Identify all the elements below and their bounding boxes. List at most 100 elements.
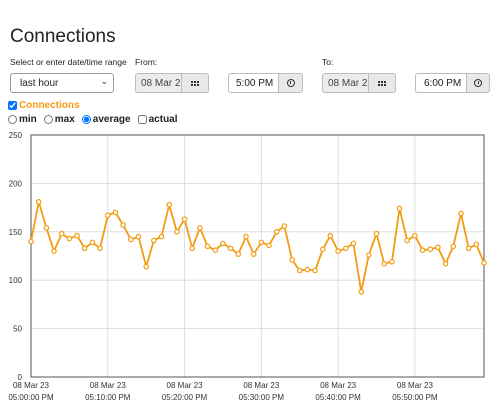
data-point: [128, 236, 134, 243]
data-point: [143, 263, 150, 270]
data-point: [296, 267, 303, 274]
data-point: [289, 257, 295, 263]
x-tick-date: 08 Mar 23: [167, 381, 204, 390]
to-time-input[interactable]: 6:00 PM: [415, 73, 467, 93]
data-point: [204, 243, 211, 250]
to-clock-button[interactable]: [467, 73, 490, 93]
average-radio[interactable]: [81, 115, 91, 124]
option-max[interactable]: max: [43, 114, 75, 125]
data-point: [373, 230, 380, 237]
data-point: [97, 245, 103, 252]
x-tick-date: 08 Mar 23: [320, 381, 357, 390]
calendar-icon: [378, 80, 386, 86]
data-point: [389, 258, 395, 265]
data-point: [350, 240, 357, 247]
data-point: [365, 252, 372, 258]
actual-label: actual: [148, 114, 178, 125]
data-point: [158, 233, 165, 240]
plot-frame: [30, 134, 485, 378]
x-tick-date: 08 Mar 23: [397, 381, 434, 390]
data-point: [442, 260, 449, 267]
aggregation-options: min max average actual: [8, 114, 185, 125]
data-point: [212, 247, 219, 254]
from-calendar-button[interactable]: [182, 73, 209, 93]
data-point: [151, 237, 157, 244]
y-tick-label: 150: [9, 228, 23, 237]
data-point: [335, 248, 341, 255]
connections-checkbox[interactable]: [8, 101, 17, 110]
to-label: To:: [322, 57, 334, 67]
min-radio[interactable]: [8, 115, 17, 124]
data-point: [220, 240, 226, 247]
data-point: [105, 212, 111, 219]
y-tick-label: 100: [9, 276, 23, 285]
option-actual[interactable]: actual: [137, 114, 178, 125]
range-select-value: last hour: [20, 77, 59, 89]
data-point: [120, 222, 126, 228]
y-tick-label: 0: [18, 373, 23, 382]
data-point: [312, 267, 318, 274]
y-tick-label: 200: [9, 179, 23, 188]
max-radio[interactable]: [43, 115, 53, 124]
average-label: average: [92, 114, 131, 125]
data-point: [465, 245, 472, 252]
data-point: [189, 245, 196, 252]
from-clock-button[interactable]: [279, 73, 303, 93]
data-point: [166, 201, 173, 208]
data-point: [419, 247, 426, 254]
x-tick-date: 08 Mar 23: [13, 381, 50, 390]
data-point: [135, 233, 142, 240]
data-point: [112, 209, 119, 216]
x-tick-time: 05:10:00 PM: [85, 393, 131, 402]
data-point: [197, 225, 203, 231]
clock-icon: [474, 79, 482, 87]
data-point: [35, 199, 42, 205]
data-point: [473, 241, 480, 248]
x-tick-time: 05:30:00 PM: [239, 393, 285, 402]
data-point: [304, 266, 311, 273]
data-point: [43, 225, 50, 231]
data-point: [250, 251, 257, 257]
connections-toggle[interactable]: Connections: [8, 100, 80, 111]
option-average[interactable]: average: [81, 114, 131, 125]
data-point: [396, 205, 403, 212]
option-min[interactable]: min: [8, 114, 37, 125]
range-select[interactable]: last hour ⌄: [10, 73, 114, 93]
data-point: [266, 242, 272, 249]
max-label: max: [54, 114, 75, 125]
data-point: [28, 238, 34, 245]
page-title: Connections: [10, 26, 116, 47]
x-tick-date: 08 Mar 23: [90, 381, 127, 390]
data-point: [174, 229, 180, 235]
data-point: [404, 237, 411, 244]
x-tick-date: 08 Mar 23: [243, 381, 280, 390]
range-label: Select or enter date/time range: [10, 57, 127, 67]
from-date-input[interactable]: 08 Mar 23: [135, 73, 182, 93]
data-point: [51, 248, 57, 255]
actual-checkbox[interactable]: [137, 115, 147, 124]
data-point: [81, 245, 88, 252]
data-point: [450, 243, 457, 250]
data-point: [243, 233, 249, 240]
calendar-icon: [191, 80, 199, 86]
data-point: [89, 239, 96, 246]
from-time-input[interactable]: 5:00 PM: [228, 73, 279, 93]
x-tick-time: 05:20:00 PM: [162, 393, 208, 402]
data-point: [181, 216, 188, 223]
data-point: [458, 210, 464, 217]
x-tick-time: 05:00:00 PM: [8, 393, 54, 402]
data-point: [327, 232, 334, 239]
data-point: [281, 223, 288, 229]
data-point: [481, 259, 487, 266]
data-point: [273, 229, 280, 235]
data-point: [227, 245, 234, 252]
data-point: [358, 288, 365, 295]
data-point: [342, 245, 349, 252]
to-calendar-button[interactable]: [369, 73, 396, 93]
clock-icon: [286, 79, 295, 87]
data-point: [258, 239, 265, 246]
to-date-input[interactable]: 08 Mar 23: [322, 73, 369, 93]
data-point: [381, 260, 388, 267]
x-tick-time: 05:40:00 PM: [315, 393, 361, 402]
data-point: [412, 232, 418, 239]
